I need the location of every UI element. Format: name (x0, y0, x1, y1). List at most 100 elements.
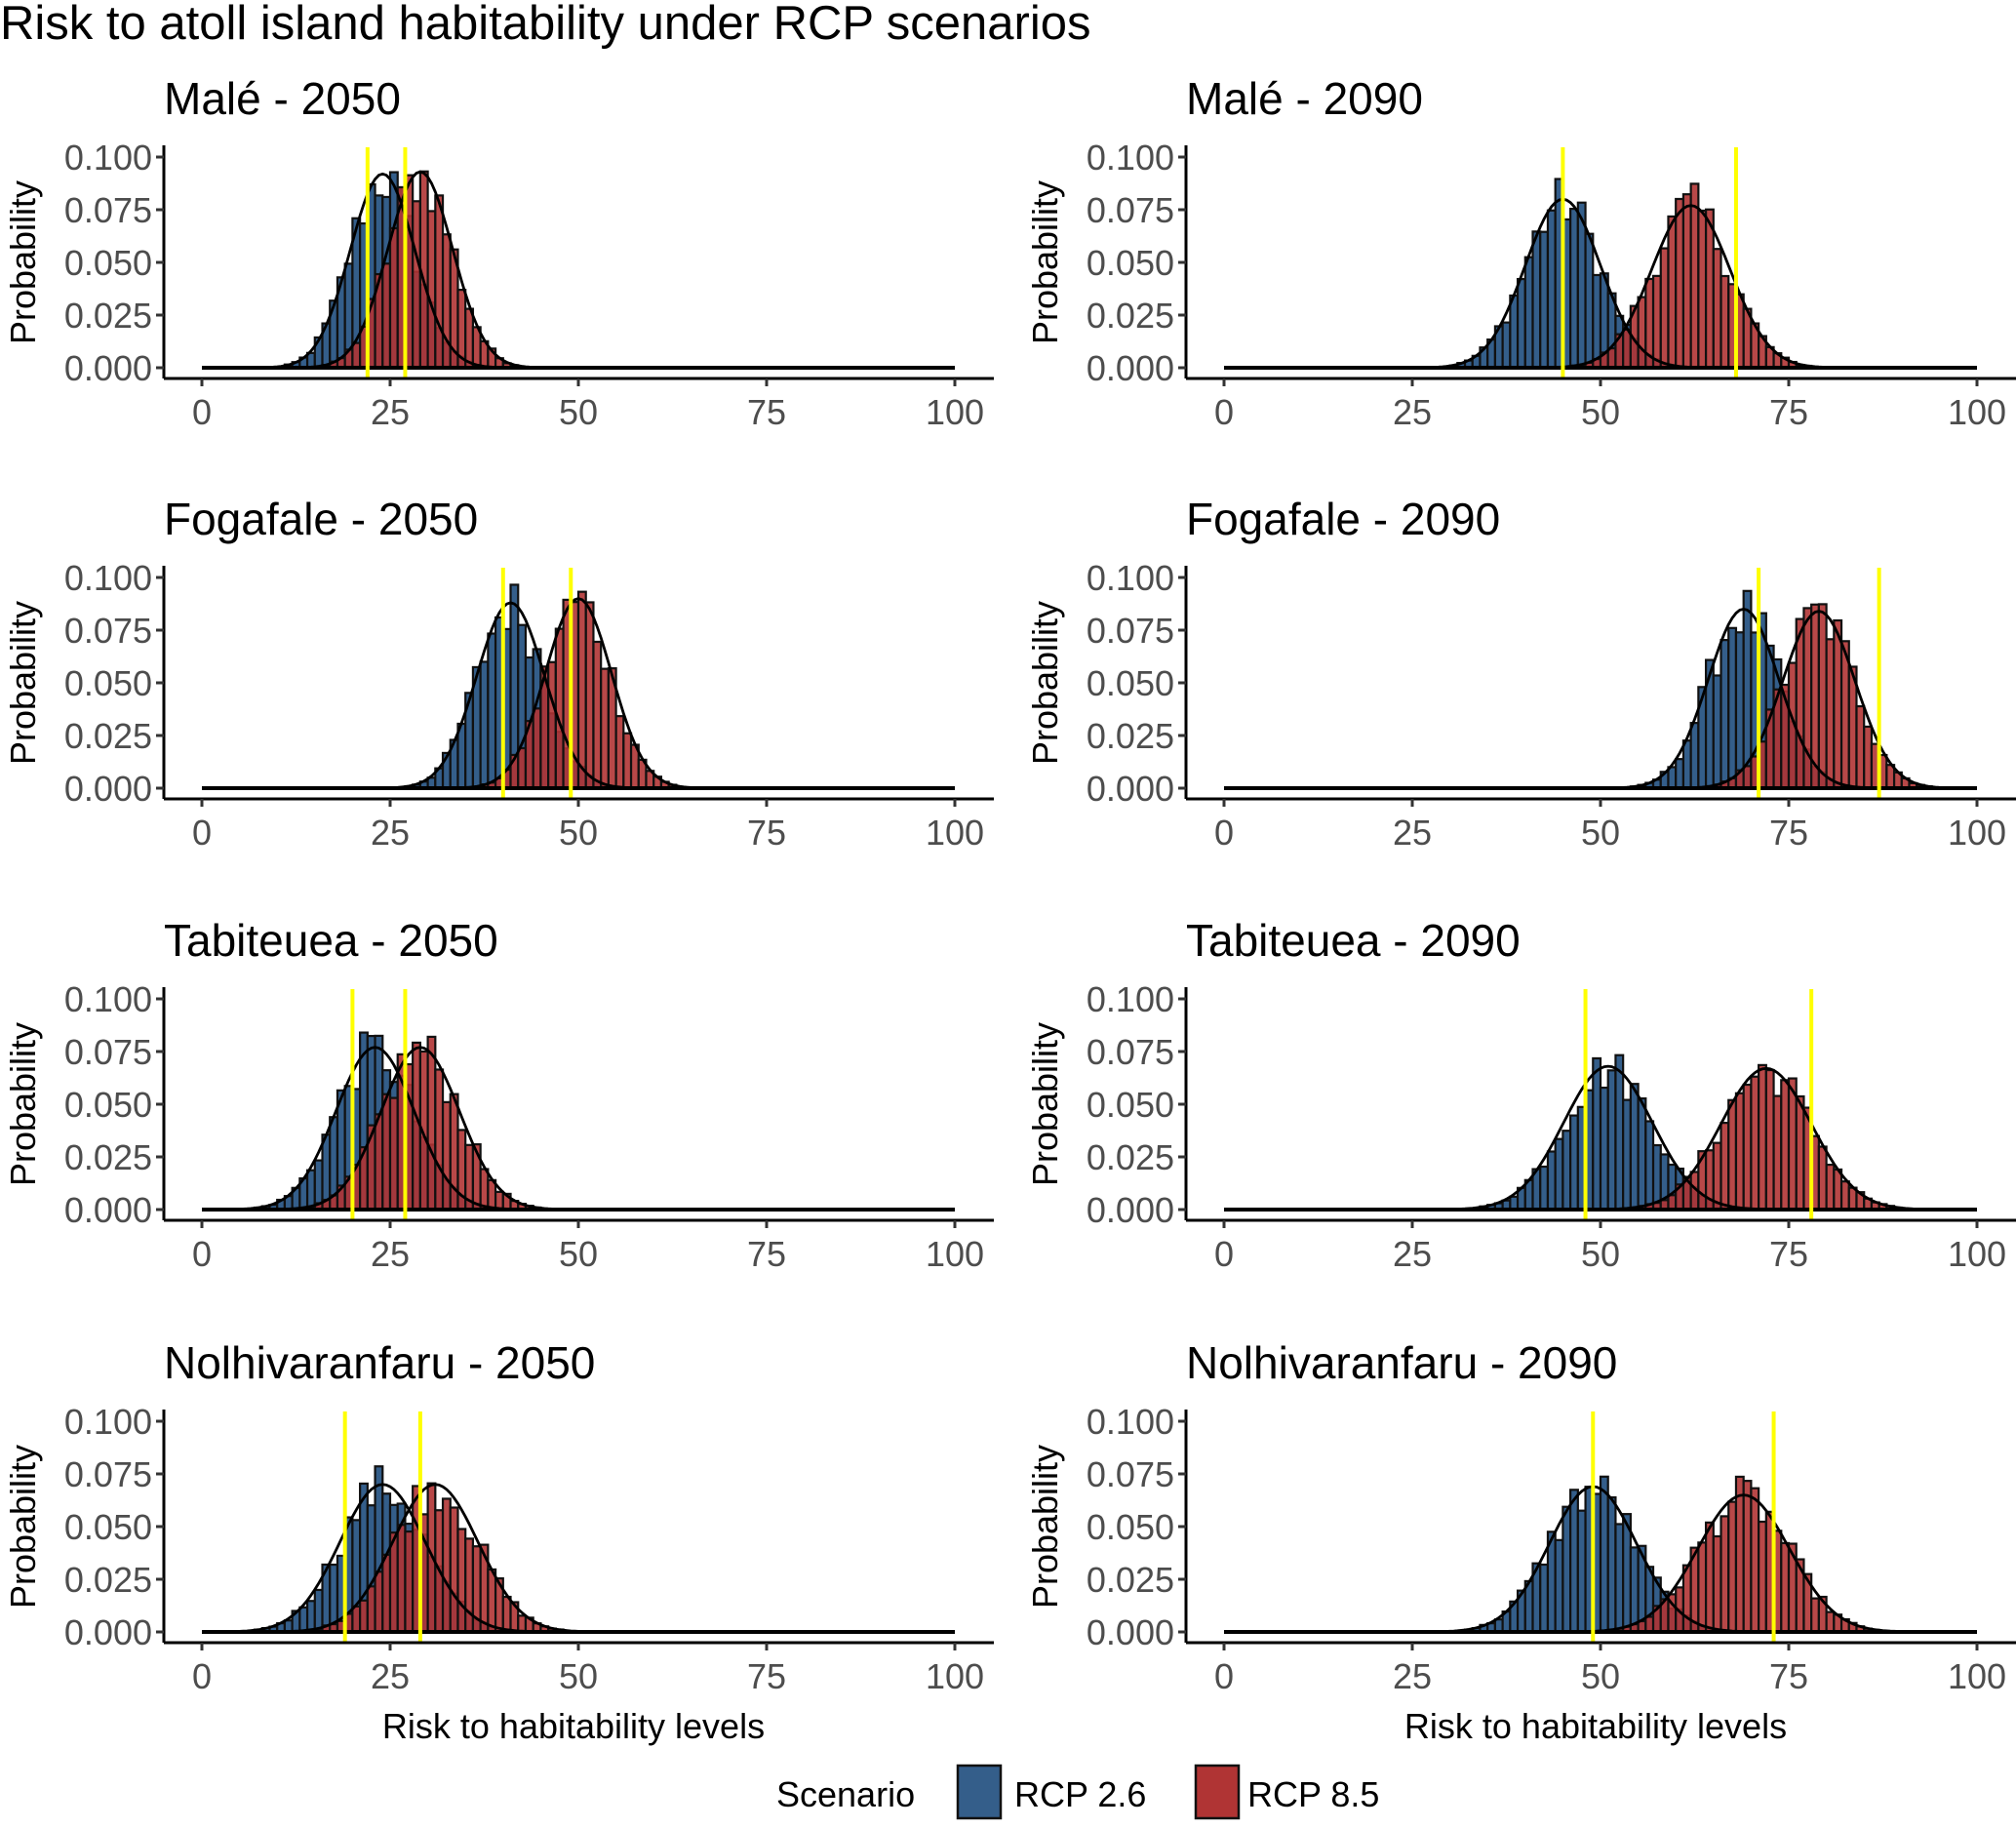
x-tick-label: 100 (926, 813, 984, 853)
y-tick-label: 0.075 (1087, 190, 1174, 230)
panel: Fogafale - 2050 Probability 0.000 0.025 0.05… (3, 494, 994, 853)
x-tick-label: 75 (747, 392, 786, 432)
y-tick-label: 0.000 (64, 769, 152, 809)
histogram-bar (1523, 256, 1534, 370)
histogram-bar (1651, 274, 1662, 370)
histogram-bar (464, 307, 475, 370)
histogram-bar (1539, 230, 1550, 370)
panel-title: Tabiteuea - 2090 (1186, 915, 1521, 966)
x-tick-label: 75 (747, 1656, 786, 1696)
x-axis-label: Risk to habitability levels (382, 1706, 765, 1746)
x-tick-label: 0 (192, 392, 212, 432)
x-tick-label: 75 (1769, 1234, 1808, 1274)
x-tick-label: 100 (926, 392, 984, 432)
histogram-bar (1501, 321, 1512, 370)
y-tick-label: 0.075 (1087, 611, 1174, 651)
histogram-bar (1622, 1098, 1632, 1212)
histogram-rcp-8-5 (479, 590, 678, 790)
y-tick-label: 0.075 (64, 190, 152, 230)
histogram-bar (1659, 247, 1670, 370)
histogram-bar (1825, 1610, 1836, 1634)
histogram-bar (1742, 1083, 1753, 1212)
histogram-bar (1681, 193, 1692, 370)
y-tick-label: 0.025 (1087, 1137, 1174, 1177)
histogram-bar (1592, 273, 1602, 370)
histogram-bar (614, 715, 625, 790)
x-tick-label: 25 (1393, 392, 1432, 432)
y-tick-label: 0.100 (64, 558, 152, 598)
x-tick-label: 25 (1393, 813, 1432, 853)
histogram-bar (381, 1553, 392, 1634)
histogram-bar (517, 1614, 528, 1634)
y-tick-label: 0.050 (1087, 663, 1174, 703)
histogram-bar (1704, 208, 1715, 370)
panel-title: Malé - 2050 (164, 73, 401, 124)
histogram-bar (1675, 197, 1685, 370)
x-tick-label: 50 (1581, 1656, 1620, 1696)
x-tick-label: 50 (559, 392, 598, 432)
histogram-bar (1561, 1505, 1572, 1634)
histogram-bar (1697, 209, 1708, 370)
histogram-bar (381, 262, 392, 370)
x-tick-label: 75 (747, 1234, 786, 1274)
x-tick-label: 50 (559, 1234, 598, 1274)
y-axis-label: Probability (1025, 1445, 1065, 1609)
legend-title: Scenario (776, 1774, 915, 1814)
histogram-bar (600, 667, 610, 790)
histogram-bar (1802, 607, 1813, 790)
histogram-bar (1614, 1523, 1625, 1634)
histogram-bar (532, 707, 542, 790)
histogram-bar (517, 746, 528, 790)
y-tick-label: 0.000 (64, 1612, 152, 1652)
y-tick-label: 0.050 (64, 663, 152, 703)
x-tick-label: 0 (1214, 813, 1234, 853)
legend-swatch (1194, 1764, 1241, 1820)
histogram-bar (1720, 274, 1730, 370)
panel: Fogafale - 2090 Probability 0.000 0.025 0.05… (1025, 494, 2016, 853)
y-tick-label: 0.050 (64, 1507, 152, 1547)
y-axis-label: Probability (3, 601, 43, 765)
x-tick-label: 100 (1948, 813, 2006, 853)
histogram-bar (1554, 1137, 1564, 1212)
histogram-bar (1712, 674, 1722, 790)
histogram-bar (1772, 1094, 1783, 1212)
histogram-bar (547, 660, 557, 790)
x-tick-label: 100 (1948, 1656, 2006, 1696)
histogram-bar (1569, 1114, 1579, 1212)
x-tick-label: 50 (1581, 392, 1620, 432)
histogram-bar (1795, 1094, 1805, 1212)
histogram-bar (1599, 1475, 1609, 1634)
y-tick-label: 0.000 (1087, 1190, 1174, 1230)
histogram-bar (1576, 1509, 1587, 1634)
y-axis-label: Probability (3, 180, 43, 344)
histogram-bar (1839, 1180, 1850, 1212)
histogram-bar (351, 341, 362, 370)
histogram-bar (1644, 1615, 1655, 1634)
histogram-bar (1606, 346, 1617, 370)
panel: Nolhivaranfaru - 2050 Probability 0.000 0.0… (3, 1337, 994, 1746)
histogram-bar (441, 1100, 452, 1212)
y-tick-label: 0.000 (1087, 769, 1174, 809)
y-tick-label: 0.025 (64, 1137, 152, 1177)
histogram-bar (366, 1585, 376, 1634)
y-tick-label: 0.000 (64, 348, 152, 388)
y-tick-label: 0.100 (1087, 979, 1174, 1019)
x-tick-label: 100 (926, 1656, 984, 1696)
histogram-bar (1720, 1515, 1730, 1634)
histogram-bar (1667, 1194, 1678, 1212)
histogram-bar (298, 1606, 309, 1634)
y-axis-label: Probability (1025, 1022, 1065, 1186)
legend-label: RCP 8.5 (1247, 1774, 1379, 1814)
histogram-bar (1758, 1063, 1767, 1212)
y-tick-label: 0.100 (64, 1402, 152, 1442)
histogram-bar (1606, 1495, 1617, 1634)
histogram-bar (374, 1113, 384, 1212)
y-tick-label: 0.050 (64, 243, 152, 283)
x-tick-label: 25 (371, 1656, 410, 1696)
panel-title: Fogafale - 2050 (164, 494, 478, 544)
histogram-bar (1825, 638, 1836, 790)
y-tick-label: 0.050 (1087, 243, 1174, 283)
histogram-bar (1764, 1068, 1775, 1212)
histogram-bar (404, 1530, 415, 1634)
